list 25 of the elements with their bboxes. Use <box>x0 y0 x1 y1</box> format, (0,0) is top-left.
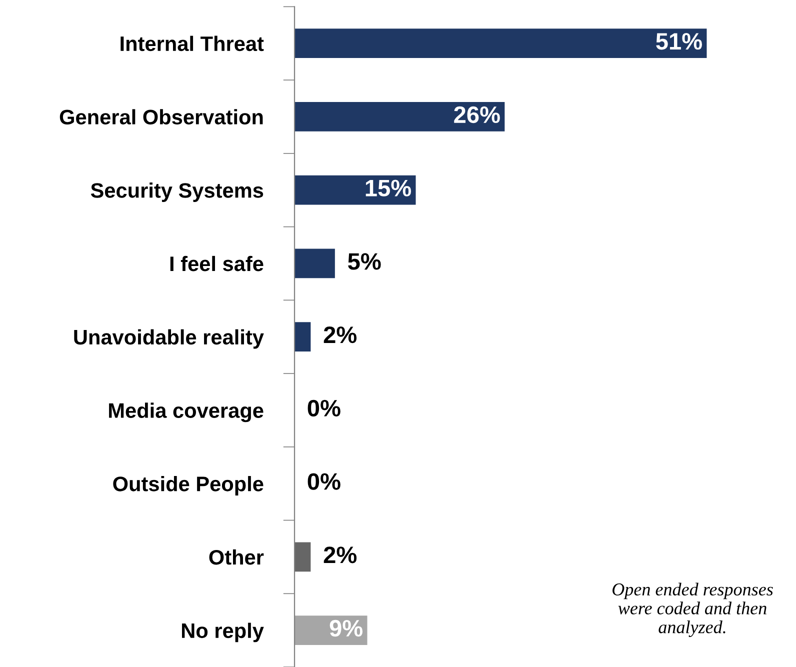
y-tick-label: Unavoidable reality <box>74 329 264 349</box>
data-label: 15% <box>366 180 412 196</box>
data-label: 0% <box>308 473 340 490</box>
y-tick-label: Outside People <box>113 476 264 496</box>
bar <box>294 28 707 58</box>
data-label: 26% <box>454 106 500 124</box>
bar <box>294 248 335 278</box>
data-label: 9% <box>330 620 363 637</box>
data-label: 51% <box>656 33 702 50</box>
y-tick-label: Media coverage <box>109 402 264 422</box>
y-tick-label: Other <box>209 549 264 565</box>
y-tick-label: Security Systems <box>90 182 264 202</box>
data-label: 2% <box>324 546 357 564</box>
y-tick-label: General Observation <box>60 109 263 124</box>
bar <box>294 175 416 205</box>
bar <box>294 102 505 132</box>
bar <box>294 542 311 572</box>
y-tick-label: No reply <box>182 622 264 642</box>
data-label: 5% <box>348 253 381 270</box>
y-tick-label: I feel safe <box>170 256 264 272</box>
y-tick-label: Internal Threat <box>120 36 264 52</box>
bar <box>294 322 311 352</box>
data-label: 0% <box>308 400 340 417</box>
annotation: Open ended responses were coded and then analyzed. <box>612 582 773 637</box>
data-label: 2% <box>324 326 357 344</box>
